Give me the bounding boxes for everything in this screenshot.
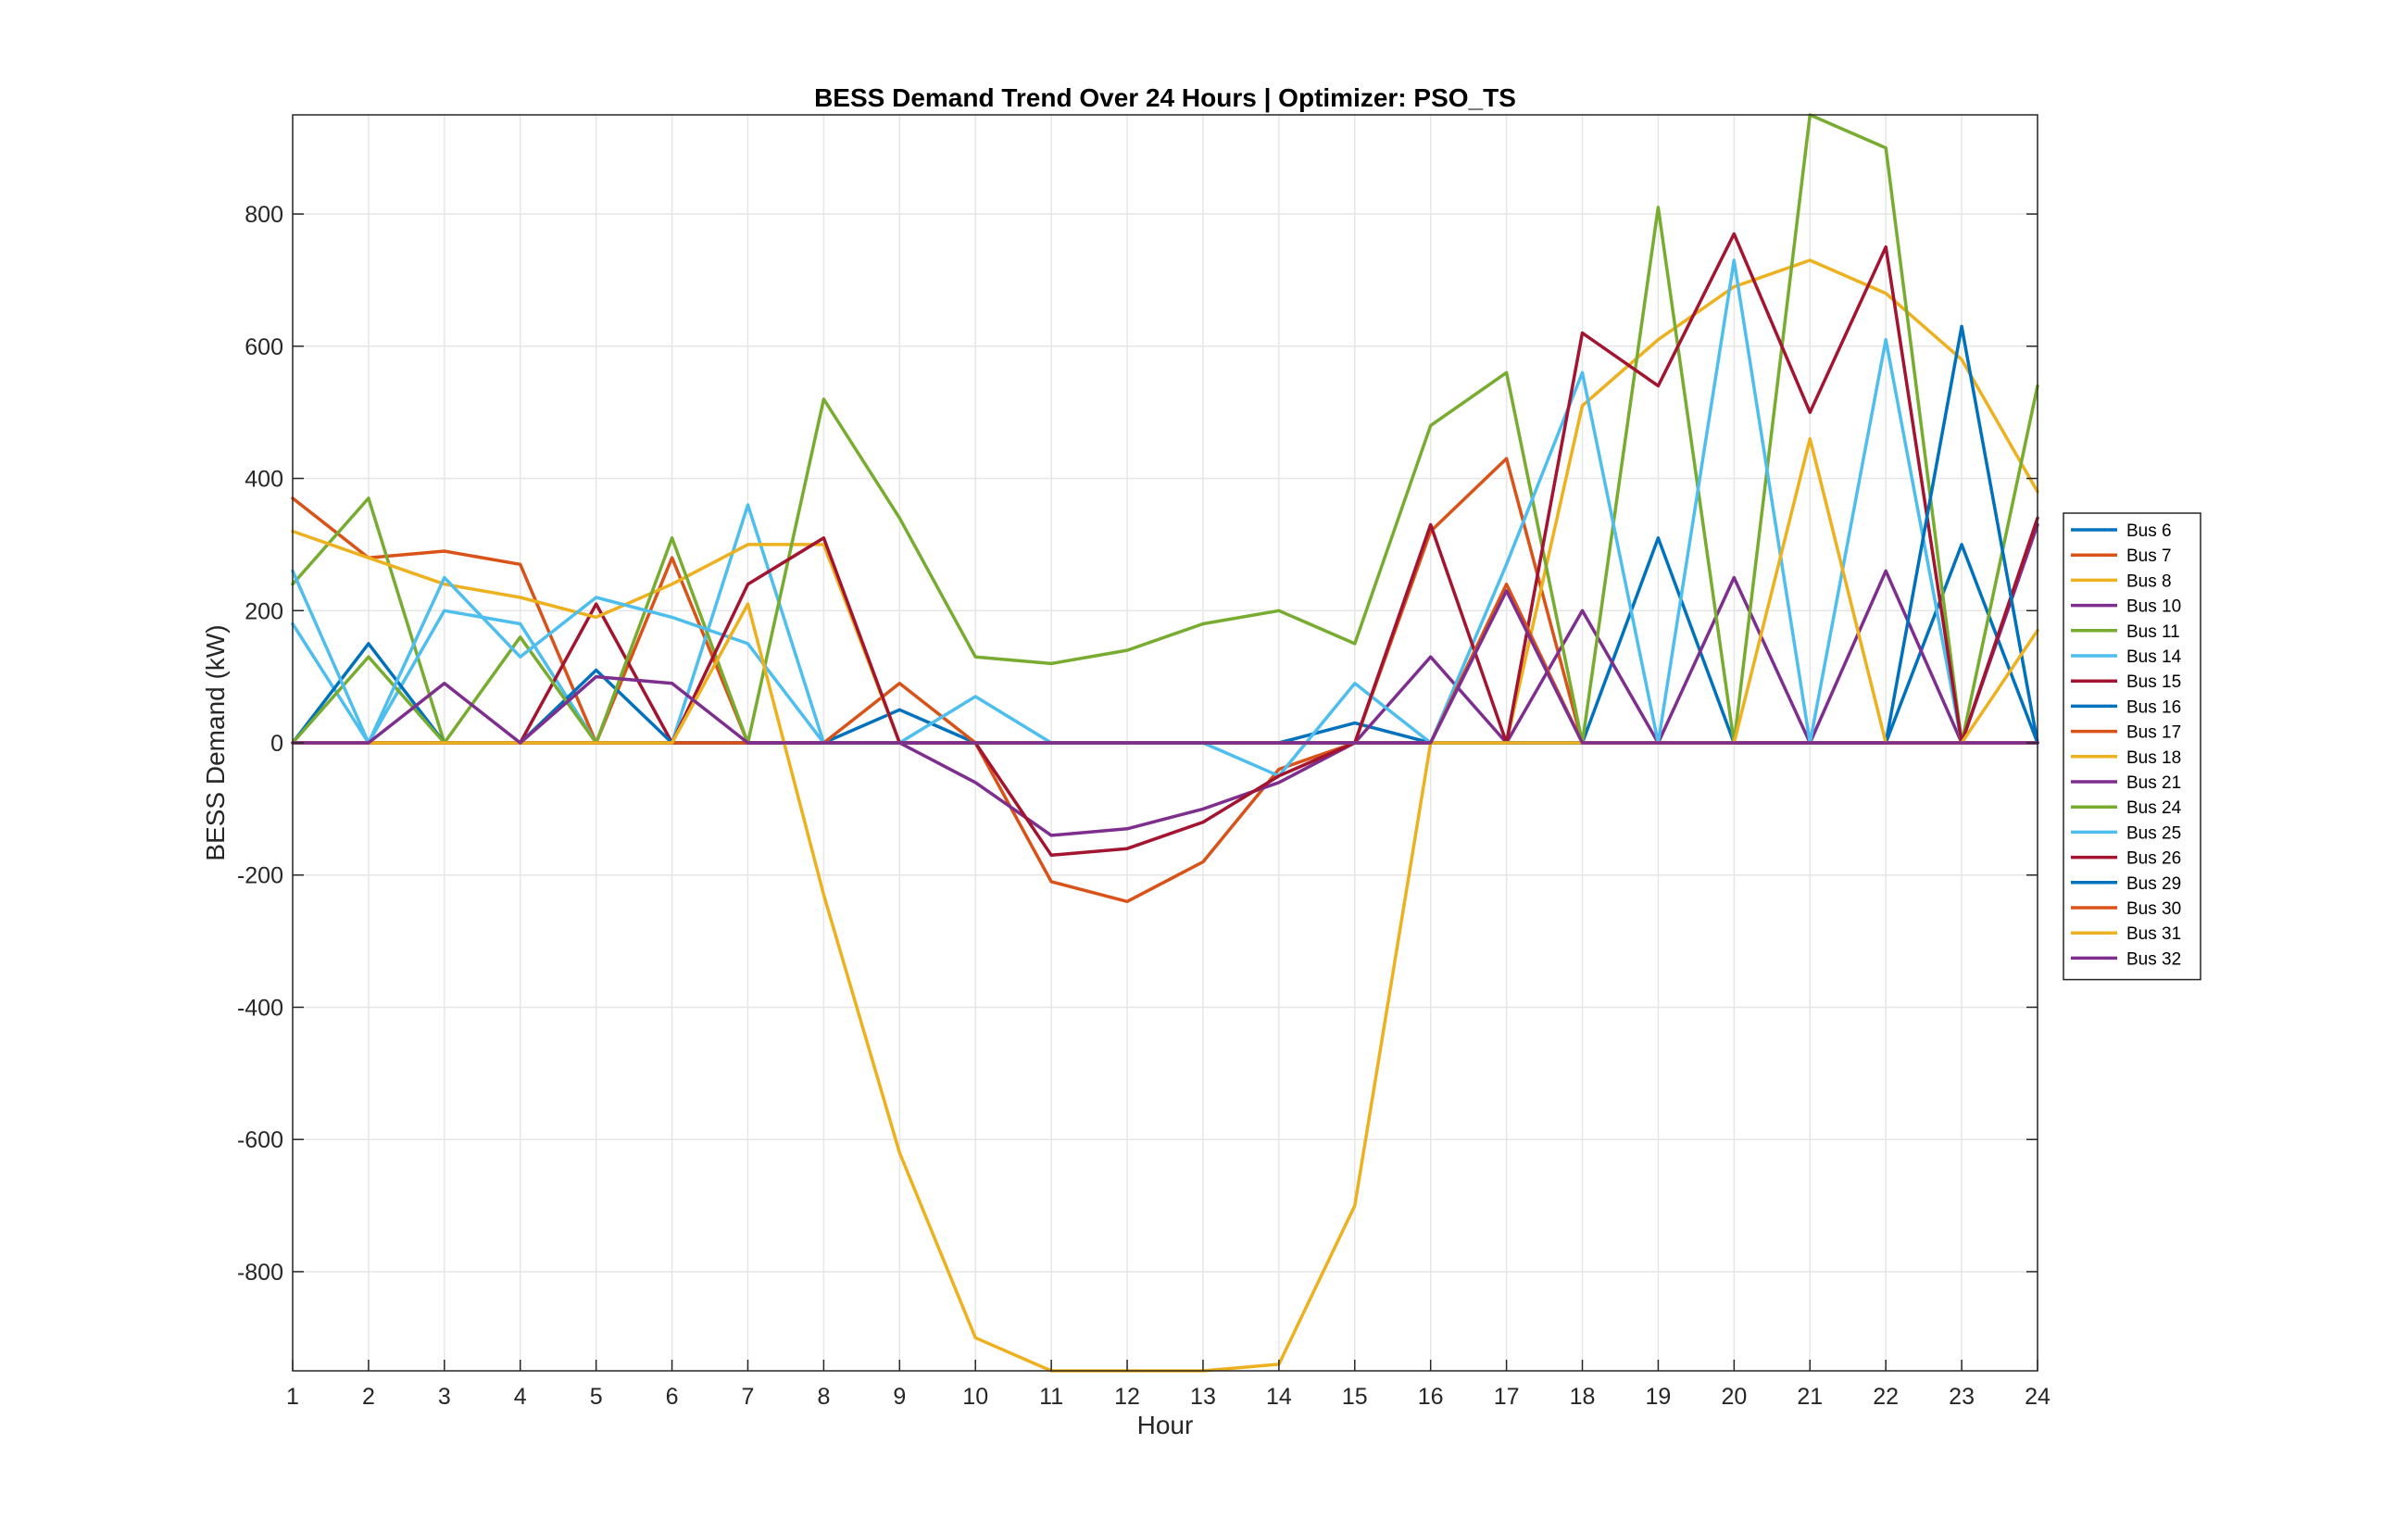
legend-label: Bus 8 bbox=[2126, 571, 2172, 591]
y-tick-label: -400 bbox=[237, 995, 283, 1021]
series-line-bus-24 bbox=[291, 113, 2039, 745]
x-tick-label: 11 bbox=[1039, 1384, 1063, 1410]
legend-label: Bus 16 bbox=[2126, 697, 2181, 717]
x-tick-label: 17 bbox=[1494, 1384, 1520, 1410]
legend-label: Bus 11 bbox=[2126, 622, 2180, 642]
x-tick-label: 8 bbox=[817, 1384, 830, 1410]
x-tick-label: 13 bbox=[1190, 1384, 1216, 1410]
x-tick-label: 7 bbox=[742, 1384, 755, 1410]
legend-box bbox=[2063, 512, 2201, 981]
x-tick-label: 6 bbox=[666, 1384, 679, 1410]
x-tick-label: 15 bbox=[1342, 1384, 1368, 1410]
x-tick-label: 12 bbox=[1114, 1384, 1140, 1410]
legend-label: Bus 32 bbox=[2126, 949, 2181, 969]
y-tick-label: 0 bbox=[270, 731, 283, 757]
legend-label: Bus 7 bbox=[2126, 546, 2172, 566]
legend-label: Bus 31 bbox=[2126, 924, 2181, 944]
y-tick-label: 400 bbox=[245, 467, 283, 493]
legend-label: Bus 21 bbox=[2126, 773, 2181, 793]
legend-label: Bus 25 bbox=[2126, 823, 2181, 843]
x-tick-label: 24 bbox=[2025, 1384, 2051, 1410]
x-axis-label: Hour bbox=[1137, 1411, 1194, 1439]
x-tick-label: 19 bbox=[1646, 1384, 1672, 1410]
y-tick-label: -200 bbox=[237, 863, 283, 889]
legend-label: Bus 6 bbox=[2126, 521, 2172, 541]
x-tick-label: 5 bbox=[590, 1384, 603, 1410]
x-tick-label: 16 bbox=[1418, 1384, 1444, 1410]
legend-label: Bus 24 bbox=[2126, 798, 2182, 818]
axis-ticks: 1 2 3 4 5 6 7 8 9 10 11 12 13 14 15 16 17 18 19 20 21 22 23 24-… bbox=[237, 202, 2051, 1410]
series-line-bus-32 bbox=[291, 589, 2039, 745]
chart-title: BESS Demand Trend Over 24 Hours | Optimi… bbox=[814, 83, 1516, 112]
x-tick-label: 3 bbox=[438, 1384, 451, 1410]
x-tick-label: 14 bbox=[1266, 1384, 1292, 1410]
x-tick-label: 20 bbox=[1721, 1384, 1747, 1410]
x-tick-label: 21 bbox=[1797, 1384, 1823, 1410]
y-tick-label: -600 bbox=[237, 1127, 283, 1153]
legend-label: Bus 14 bbox=[2126, 647, 2182, 667]
y-axis-label: BESS Demand (kW) bbox=[201, 624, 230, 860]
y-tick-label: 800 bbox=[245, 202, 283, 228]
legend-label: Bus 10 bbox=[2126, 597, 2181, 617]
y-tick-label: 200 bbox=[245, 598, 283, 624]
x-tick-label: 10 bbox=[962, 1384, 988, 1410]
x-tick-label: 9 bbox=[893, 1384, 906, 1410]
legend-label: Bus 15 bbox=[2126, 672, 2181, 692]
legend-label: Bus 30 bbox=[2126, 899, 2181, 919]
x-tick-label: 18 bbox=[1570, 1384, 1596, 1410]
y-tick-label: -800 bbox=[237, 1260, 283, 1286]
x-tick-label: 4 bbox=[514, 1384, 527, 1410]
x-tick-label: 2 bbox=[362, 1384, 375, 1410]
x-tick-label: 22 bbox=[1873, 1384, 1899, 1410]
legend: Bus 6 Bus 7 Bus 8 Bus 10 Bus 11 Bus 14 Bus 15 B… bbox=[2063, 512, 2201, 981]
legend-label: Bus 26 bbox=[2126, 849, 2181, 869]
y-tick-label: 600 bbox=[245, 334, 283, 360]
legend-label: Bus 18 bbox=[2126, 748, 2181, 768]
legend-label: Bus 17 bbox=[2126, 723, 2181, 743]
x-tick-label: 23 bbox=[1949, 1384, 1975, 1410]
legend-label: Bus 29 bbox=[2126, 874, 2181, 894]
x-tick-label: 1 bbox=[286, 1384, 299, 1410]
